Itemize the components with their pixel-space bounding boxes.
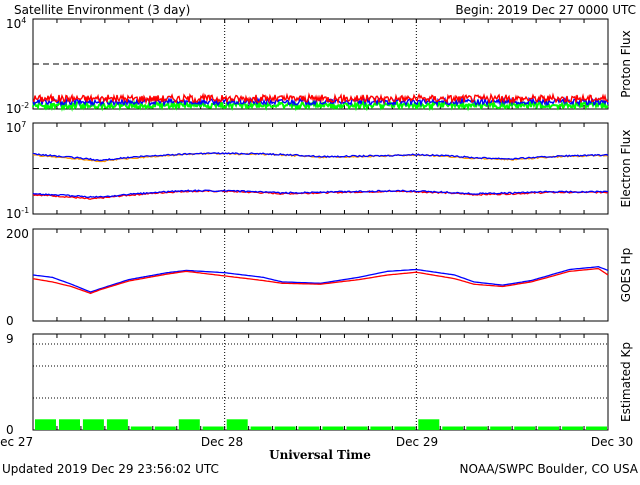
electron-ymax-label: 107	[6, 120, 26, 135]
kp-ymax-label: 9	[6, 332, 14, 346]
kp-bar-14	[370, 426, 392, 430]
kp-bar-17	[442, 426, 464, 430]
kp-bar-10	[274, 426, 296, 430]
proton-y-label: Proton Flux	[619, 30, 633, 97]
kp-bar-15	[394, 426, 416, 430]
begin-time: Begin: 2019 Dec 27 0000 UTC	[455, 3, 636, 17]
x-tick-label-0: Dec 27	[0, 435, 33, 449]
proton-series-red	[32, 92, 609, 105]
proton-ymin-label: 10-2	[6, 101, 29, 116]
goes-frame	[32, 228, 609, 322]
updated-timestamp: Updated 2019 Dec 29 23:56:02 UTC	[2, 462, 219, 476]
electron-ymin-label: 10-1	[6, 206, 29, 221]
kp-bar-23	[586, 426, 607, 430]
electron-y-label: Electron Flux	[619, 130, 633, 208]
kp-bar-0	[35, 419, 56, 430]
kp-bar-2	[82, 419, 104, 430]
panels: Proton Flux 104 10-2 Electron Flux 107 10-1 GO…	[6, 16, 633, 437]
kp-bar-20	[514, 426, 536, 430]
electron-frame	[32, 122, 609, 215]
kp-bar-6	[178, 419, 200, 430]
proton-frame	[32, 18, 609, 110]
proton-ymax-exponent: 4	[21, 16, 26, 25]
electron-ymax-exponent: 7	[21, 120, 26, 129]
x-tick-label-3: Dec 30	[591, 435, 633, 449]
kp-bar-12	[322, 426, 344, 430]
kp-bar-22	[562, 426, 584, 430]
electron-series-blue-1	[32, 189, 609, 199]
kp-bar-9	[250, 426, 272, 430]
kp-bar-5	[154, 426, 176, 430]
proton-labels: Proton Flux 104 10-2	[6, 16, 633, 116]
kp-bar-19	[490, 426, 512, 430]
kp-bar-7	[202, 426, 224, 430]
goes-y-label: GOES Hp	[619, 248, 633, 302]
kp-bar-16	[418, 419, 440, 430]
kp-bar-1	[59, 419, 80, 430]
kp-bar-11	[298, 426, 320, 430]
kp-bar-4	[130, 426, 152, 430]
x-tick-label-2: Dec 29	[396, 435, 438, 449]
proton-ymin-exponent: -2	[21, 101, 29, 110]
proton-ymax-label: 104	[6, 16, 26, 31]
proton-series-green	[32, 98, 609, 112]
goes-series-blue	[32, 266, 609, 293]
x-tick-label-1: Dec 28	[201, 435, 243, 449]
kp-bar-18	[466, 426, 488, 430]
goes-series-red	[32, 267, 609, 295]
electron-ymin-exponent: -1	[21, 206, 29, 215]
kp-bar-3	[106, 419, 128, 430]
kp-bar-21	[538, 426, 560, 430]
electron-labels: Electron Flux 107 10-1	[6, 120, 633, 221]
electron-series-blue-3	[33, 152, 609, 162]
goes-labels: GOES Hp 200 0	[6, 227, 633, 328]
chart-title: Satellite Environment (3 day)	[14, 3, 190, 17]
goes-ymax-label: 200	[6, 227, 29, 241]
kp-y-label: Estimated Kp	[619, 342, 633, 422]
x-axis-label: Universal Time	[269, 448, 371, 462]
kp-bar-8	[226, 419, 248, 430]
kp-bar-13	[346, 426, 368, 430]
kp-ymin-label: 0	[6, 423, 14, 437]
credit-line: NOAA/SWPC Boulder, CO USA	[460, 462, 639, 476]
goes-ymin-label: 0	[6, 314, 14, 328]
kp-frame	[32, 333, 609, 431]
kp-labels: Estimated Kp 9 0	[6, 332, 633, 437]
